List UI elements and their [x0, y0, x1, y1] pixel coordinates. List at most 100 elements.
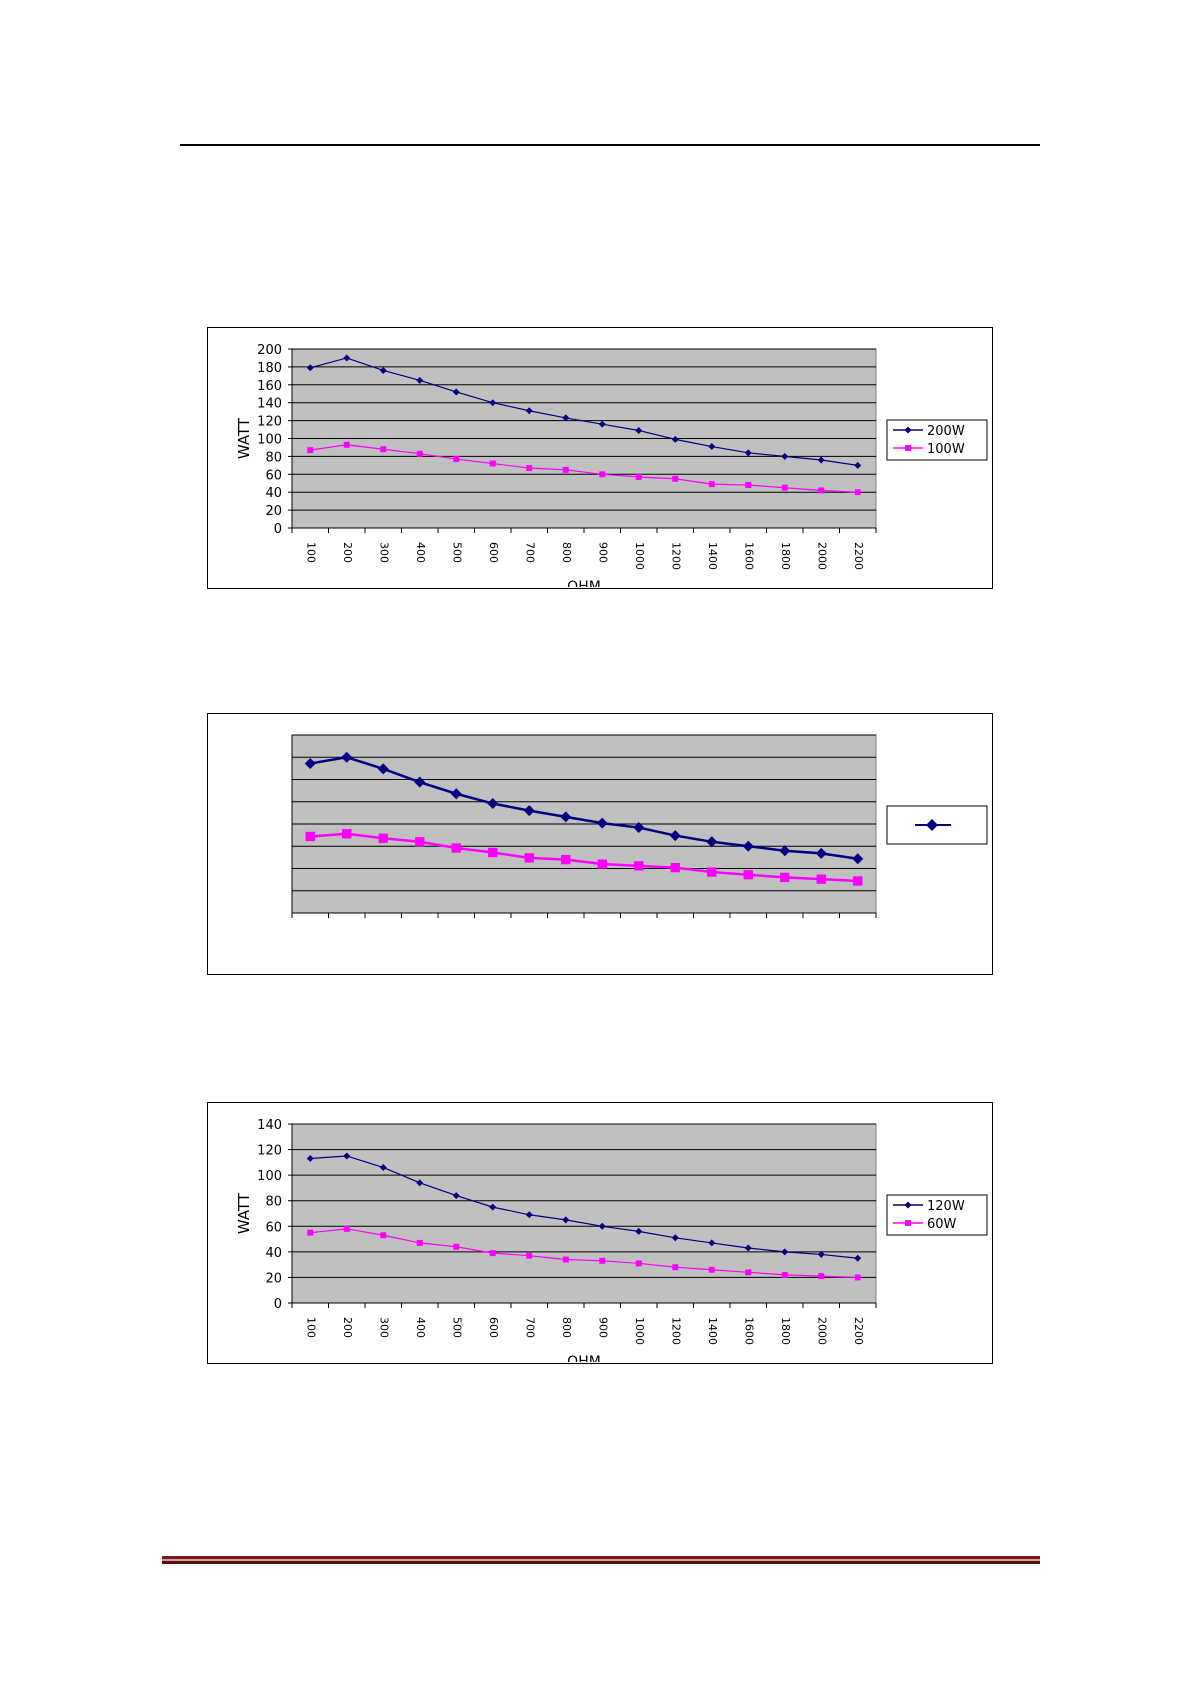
chart-2-svg [291, 734, 988, 918]
chart-1-series-2-point [708, 481, 715, 488]
chart-3-x-tick-label: 200 [341, 1317, 354, 1338]
chart-3-series-1-point [562, 1216, 570, 1224]
chart-1-series-2-line [310, 444, 858, 493]
chart-2-series-1-point [742, 840, 754, 852]
chart-2-series-1-point [341, 751, 353, 763]
chart-3-series-1-line [310, 1155, 858, 1259]
chart-3-series-1-point [781, 1248, 789, 1256]
chart-2 [207, 713, 993, 975]
chart-1-series-1-point [744, 449, 752, 457]
chart-3-x-tick-label: 500 [450, 1317, 463, 1338]
chart-1-series-2-point [818, 487, 825, 494]
chart-3-series-2-point [599, 1257, 606, 1264]
chart-1-x-tick-label: 600 [487, 542, 500, 563]
chart-2-series-2-point [451, 843, 461, 853]
chart-1-series-1-point [452, 388, 460, 396]
chart-3-series-2-point [380, 1232, 387, 1239]
chart-1-x-tick-label: 500 [450, 542, 463, 563]
chart-3-series-2-point [781, 1271, 788, 1278]
chart-2-series-2-point [305, 831, 315, 842]
chart-3-series-2-point [416, 1239, 423, 1246]
chart-1-series-1-point [671, 435, 679, 443]
chart-2-series-2-line [310, 832, 858, 883]
chart-2-series-1-point [487, 798, 499, 810]
chart-2-series-1-point [596, 817, 608, 829]
chart-1-series-1-point [306, 364, 314, 372]
chart-3-series-1-point [635, 1227, 643, 1235]
chart-2-series-1-point [815, 847, 827, 859]
chart-1-x-tick-label: 300 [377, 542, 390, 563]
chart-3-y-axis-label: WATT [235, 1192, 253, 1234]
chart-2-series-1-point [779, 845, 791, 857]
chart-1-series-1-point [343, 354, 351, 362]
chart-3-y-tick-label: 140 [257, 1118, 282, 1133]
chart-2-series-1-point [560, 811, 572, 823]
chart-2-series-1-point [669, 830, 681, 842]
chart-2-series-1-point [450, 788, 462, 800]
chart-1-x-tick-label: 2000 [815, 542, 828, 570]
chart-1-series-1-point [598, 420, 606, 428]
chart-3-series-2-point [672, 1264, 679, 1271]
chart-2-series-2-point [415, 837, 425, 847]
chart-2-series-2-point [561, 854, 571, 865]
chart-3-series-2-point [489, 1250, 496, 1257]
chart-3-x-tick-label: 2000 [815, 1317, 828, 1345]
chart-1-series-2-point [453, 456, 460, 463]
chart-1-series-2-point [380, 446, 387, 453]
chart-3-legend-label: 60W [927, 1217, 957, 1232]
chart-1-legend-marker [905, 445, 911, 451]
chart-3-legend-label: 120W [927, 1199, 965, 1214]
chart-1-x-tick-label: 400 [414, 542, 427, 563]
chart-3-series-1-point [416, 1179, 424, 1187]
chart-1-y-tick-label: 160 [257, 379, 282, 394]
chart-3-x-tick-label: 2200 [852, 1317, 865, 1345]
chart-3-series-1-point [489, 1203, 497, 1211]
chart-3-x-tick-label: 300 [377, 1317, 390, 1338]
chart-2-series-2-point [524, 853, 534, 863]
chart-2-series-1-point [377, 763, 389, 775]
chart-3-legend [886, 1194, 988, 1236]
chart-3-svg: 0 20 40 60 80 100 120 140 100 200 300 400 500 600 700 8… [235, 1118, 988, 1370]
chart-1-series-2-point [854, 489, 861, 496]
chart-3-plot-area [291, 1123, 877, 1304]
chart-1-series-2-point [416, 450, 423, 457]
chart-1-x-tick-label: 1400 [706, 542, 719, 570]
chart-1-y-tick-label: 140 [257, 397, 282, 412]
chart-3-series-2-point [453, 1243, 460, 1250]
chart-1-y-axis-label: WATT [235, 417, 253, 459]
chart-3-x-axis-label: OHM [567, 1354, 601, 1362]
chart-1-legend [886, 419, 988, 461]
chart-1-x-tick-label: 800 [560, 542, 573, 563]
chart-3-y-tick-label: 100 [257, 1169, 282, 1184]
chart-3-x-tick-label: 1200 [669, 1317, 682, 1345]
chart-1-x-axis-label: OHM [567, 579, 601, 587]
chart-2-series-1-line [310, 755, 858, 860]
chart-1-series-2-point [745, 482, 752, 489]
chart-3-x-tick-label: 800 [560, 1317, 573, 1338]
chart-2-series-2-point [342, 829, 352, 839]
chart-3-y-tick-label: 120 [257, 1144, 282, 1159]
chart-3-x-tick-label: 1600 [742, 1317, 755, 1345]
chart-1-legend-label: 100W [927, 442, 965, 457]
chart-1-svg: 0 20 40 60 80 100 120 140 160 180 200 100 200 300 400 5… [235, 343, 988, 595]
chart-3-series-2-point [854, 1274, 861, 1281]
chart-3-series-2-point [343, 1225, 350, 1232]
chart-1-x-tick-label: 1800 [779, 542, 792, 570]
chart-3-y-tick-label: 0 [274, 1297, 282, 1312]
chart-2-series-2-point [853, 876, 863, 886]
chart-3: 0 20 40 60 80 100 120 140 100 200 300 400 500 600 700 8… [207, 1102, 993, 1370]
chart-1-legend-label: 200W [927, 424, 965, 439]
chart-3-x-tick-label: 700 [523, 1317, 536, 1338]
chart-1: 0 20 40 60 80 100 120 140 160 180 200 100 200 300 400 5… [207, 327, 993, 595]
chart-3-y-tick-label: 40 [265, 1246, 282, 1261]
chart-3-legend-marker [905, 1220, 911, 1226]
chart-1-y-tick-label: 40 [265, 486, 282, 501]
chart-3-series-2-point [818, 1273, 825, 1280]
chart-3-series-2-point [635, 1260, 642, 1267]
chart-3-series-1-point [343, 1152, 351, 1160]
chart-2-series-2-point [707, 867, 717, 877]
chart-1-y-tick-label: 20 [265, 504, 282, 519]
chart-3-x-tick-label: 100 [304, 1317, 317, 1338]
chart-1-series-1-point [854, 461, 862, 469]
chart-1-series-1-point [708, 443, 716, 451]
